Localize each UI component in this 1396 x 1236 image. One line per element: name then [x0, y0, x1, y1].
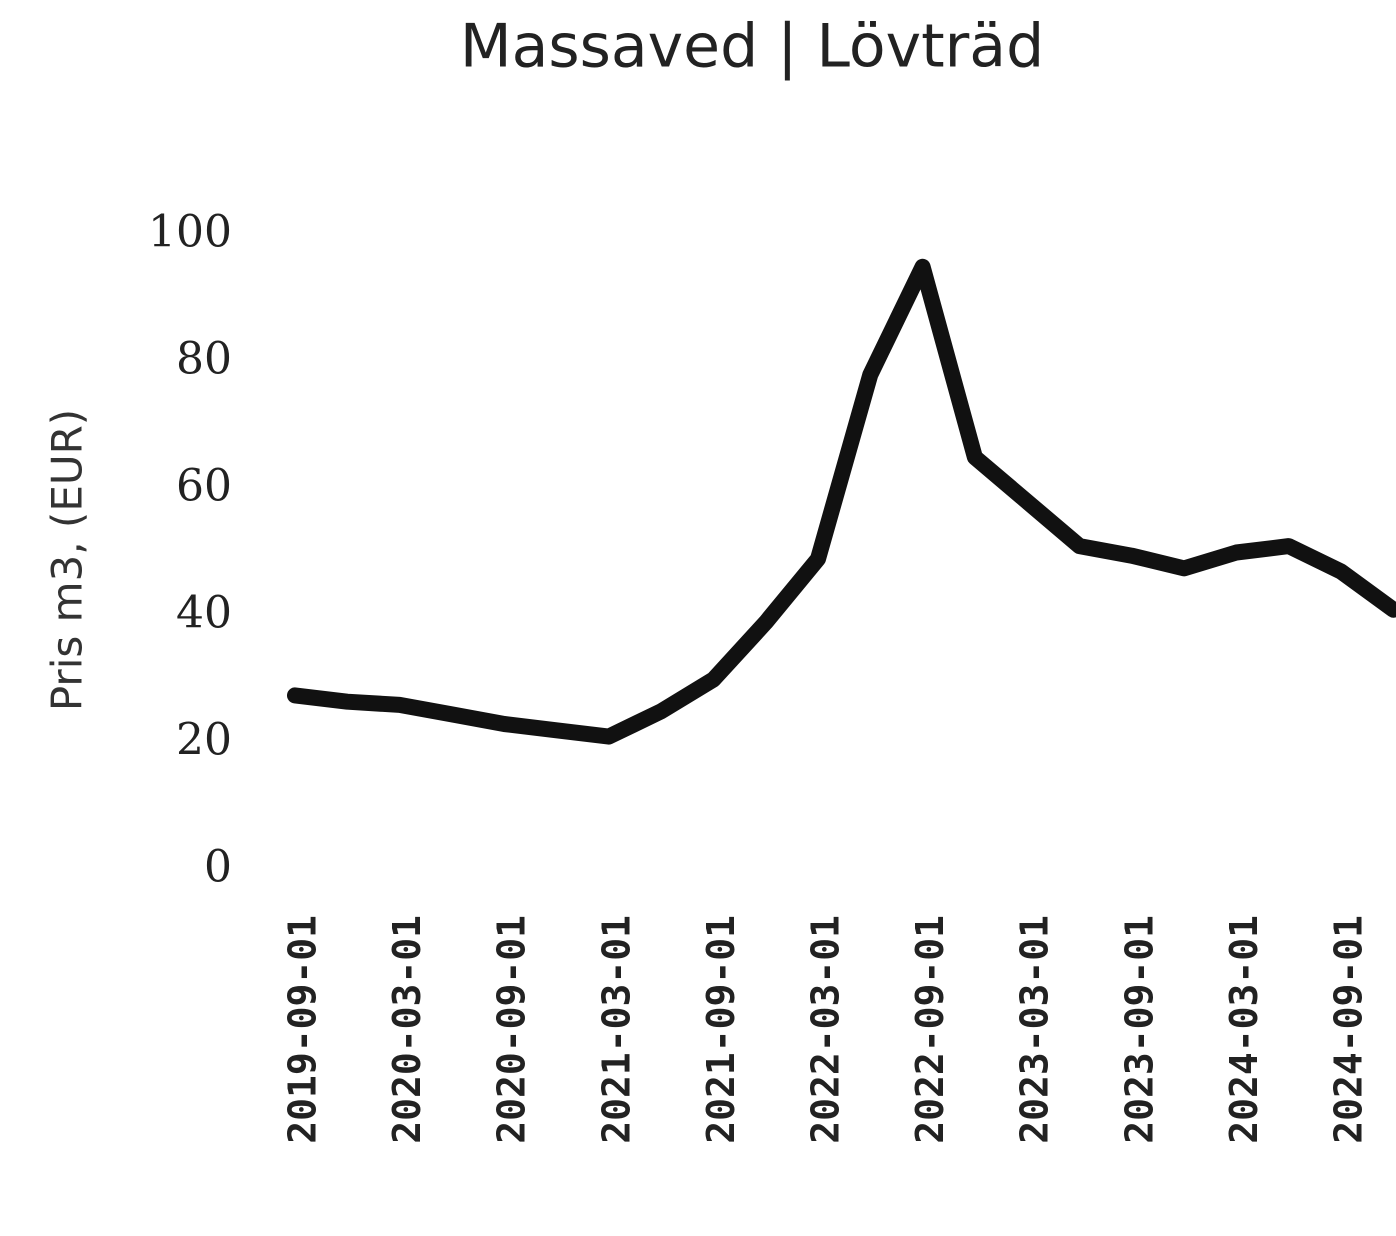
- x-tick-label: 2021-03-01: [594, 915, 638, 1144]
- x-tick-label: 2024-03-01: [1222, 915, 1266, 1144]
- line: [287, 258, 1396, 745]
- chart-title: Massaved | Lövträd: [460, 12, 1044, 82]
- y-tick-label: 20: [176, 715, 232, 766]
- x-tick-label: 2022-09-01: [908, 915, 952, 1144]
- x-tick-label: 2020-03-01: [385, 915, 429, 1144]
- x-tick-label: 2019-09-01: [281, 915, 325, 1144]
- y-tick-label: 0: [204, 842, 232, 893]
- x-tick-label: 2022-03-01: [804, 915, 848, 1144]
- y-tick-label: 60: [176, 461, 232, 512]
- x-tick-label: 2024-09-01: [1327, 915, 1371, 1144]
- y-tick-label: 80: [176, 334, 232, 385]
- y-axis-label: Pris m3, (EUR): [43, 409, 92, 711]
- y-tick-label: 100: [148, 207, 232, 258]
- x-tick-label: 2021-09-01: [699, 915, 743, 1144]
- x-tick-label: 2023-03-01: [1013, 915, 1057, 1144]
- y-tick-label: 40: [176, 588, 232, 639]
- x-tick-label: 2020-09-01: [490, 915, 534, 1144]
- x-tick-label: 2023-09-01: [1117, 915, 1161, 1144]
